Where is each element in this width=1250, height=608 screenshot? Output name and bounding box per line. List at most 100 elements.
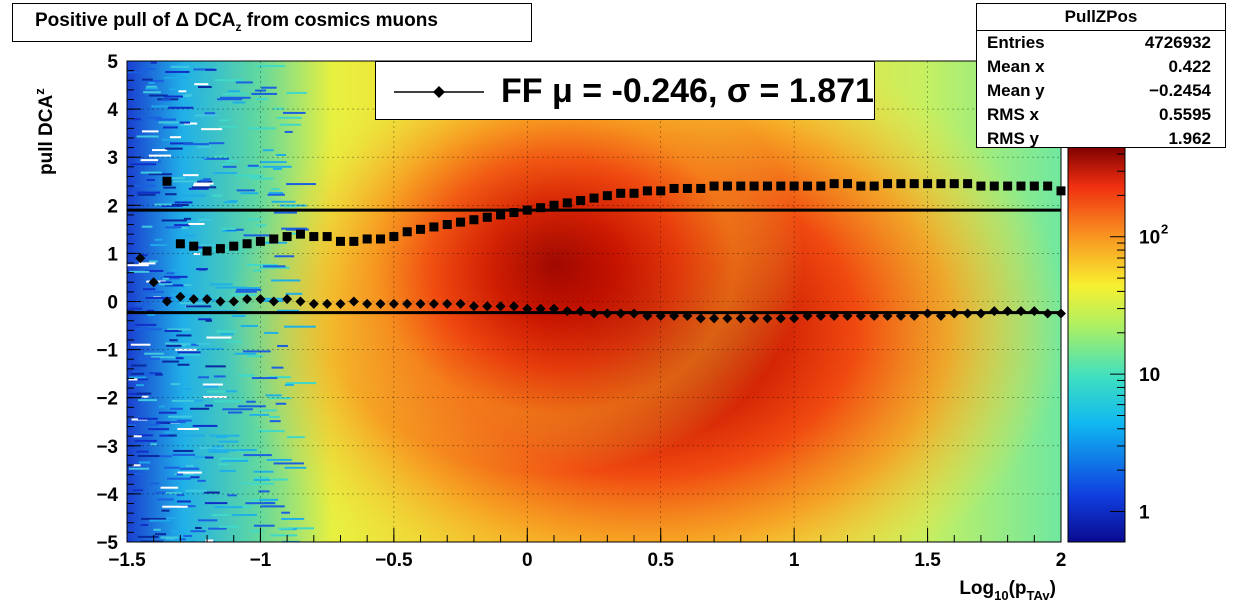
heatmap-cell [167, 177, 186, 180]
heatmap-cell [176, 500, 192, 503]
heatmap-cell [222, 165, 237, 168]
mean-marker [375, 298, 386, 309]
heatmap-cell [147, 313, 156, 316]
plot-title-box: Positive pull of Δ DCAz from cosmics muo… [12, 3, 532, 42]
heatmap-cell [270, 188, 280, 191]
heatmap-cell [243, 350, 271, 353]
heatmap-cell [149, 519, 171, 522]
heatmap-cell [249, 413, 270, 416]
heatmap-cell [146, 116, 162, 119]
heatmap-cell [209, 434, 240, 437]
heatmap-cell [247, 164, 259, 167]
heatmap-cell [193, 68, 215, 71]
heatmap-cell [163, 126, 178, 129]
mean-marker [842, 310, 853, 321]
heatmap-cell [141, 225, 153, 228]
heatmap-cell [202, 383, 223, 386]
mean-marker [949, 308, 960, 319]
heatmap-cell [150, 244, 168, 247]
heatmap-cell [155, 421, 167, 424]
heatmap-cell [136, 328, 162, 331]
heatmap-cell [201, 128, 223, 131]
heatmap-cell [277, 344, 288, 347]
mean-marker [228, 296, 239, 307]
sigma-marker [843, 179, 853, 189]
heatmap-cell [179, 121, 190, 124]
heatmap-cell [163, 431, 175, 434]
heatmap-cell [170, 383, 180, 386]
heatmap-cell [262, 149, 274, 152]
heatmap-cell [250, 530, 263, 533]
sigma-marker [722, 181, 732, 191]
heatmap-cell [222, 227, 236, 230]
heatmap-cell [284, 466, 307, 469]
heatmap-cell [269, 420, 281, 423]
heatmap-cell [137, 535, 159, 538]
heatmap-cell [192, 424, 218, 427]
heatmap-cell [209, 283, 233, 286]
mean-marker [1029, 306, 1040, 317]
sigma-marker [215, 244, 225, 254]
heatmap-cell [160, 486, 179, 489]
heatmap-cell [167, 477, 191, 480]
heatmap-cell [179, 302, 205, 305]
heatmap-cell [218, 463, 230, 466]
mean-marker [762, 313, 773, 324]
heatmap-cell [133, 489, 143, 492]
x-axis-label: Log10(pTAv) [959, 578, 1056, 603]
heatmap-cell [284, 130, 293, 133]
heatmap-cell [201, 347, 224, 350]
sigma-marker [416, 224, 426, 234]
heatmap-cell [278, 527, 293, 530]
heatmap-cell [170, 65, 190, 68]
heatmap-cell [184, 122, 198, 125]
heatmap-cell [171, 269, 181, 272]
heatmap-cell [154, 203, 172, 206]
sigma-marker [536, 203, 546, 213]
sigma-marker [883, 179, 893, 189]
heatmap-cell [232, 513, 257, 516]
heatmap-cell [285, 382, 317, 385]
heatmap-cell [236, 189, 256, 192]
heatmap-cell [222, 229, 237, 232]
heatmap-cell [268, 397, 292, 400]
heatmap-cell [198, 318, 212, 321]
heatmap-cell [213, 155, 231, 158]
x-axis: −1.5 −1 −0.5 0 0.5 1 1.5 2 [108, 528, 1066, 571]
heatmap-cell [284, 325, 316, 328]
heatmap-cell [132, 464, 141, 467]
heatmap-cell [218, 119, 230, 122]
heatmap-cell [153, 528, 161, 531]
heatmap-cell [198, 218, 212, 221]
heatmap-cell [197, 86, 212, 89]
y-tick-label: −4 [96, 485, 118, 506]
heatmap-cell [286, 527, 315, 530]
heatmap-cell [136, 135, 159, 138]
heatmap-cell [273, 211, 297, 214]
heatmap-cell [155, 118, 176, 121]
heatmap-cell [284, 383, 294, 386]
heatmap-cell [154, 238, 163, 241]
heatmap-cell [196, 342, 211, 345]
y-tick-label: −5 [96, 533, 118, 554]
mean-marker [602, 308, 613, 319]
heatmap-cell [267, 193, 285, 196]
heatmap-cell [208, 527, 227, 530]
heatmap-cell [151, 105, 170, 108]
heatmap-cell [148, 428, 170, 431]
mean-marker [388, 298, 399, 309]
heatmap-cell [163, 275, 188, 278]
heatmap-cell [161, 509, 170, 512]
heatmap-cell [246, 218, 262, 221]
mean-marker [695, 313, 706, 324]
mean-marker [829, 310, 840, 321]
mean-marker [882, 310, 893, 321]
heatmap-cell [128, 467, 150, 470]
heatmap-cell [137, 191, 161, 194]
heatmap-cell [144, 373, 155, 376]
heatmap-cell [213, 172, 237, 175]
sigma-marker [856, 181, 866, 191]
heatmap-cell [257, 65, 286, 68]
heatmap-cell [140, 540, 164, 542]
heatmap-cell [199, 156, 207, 159]
